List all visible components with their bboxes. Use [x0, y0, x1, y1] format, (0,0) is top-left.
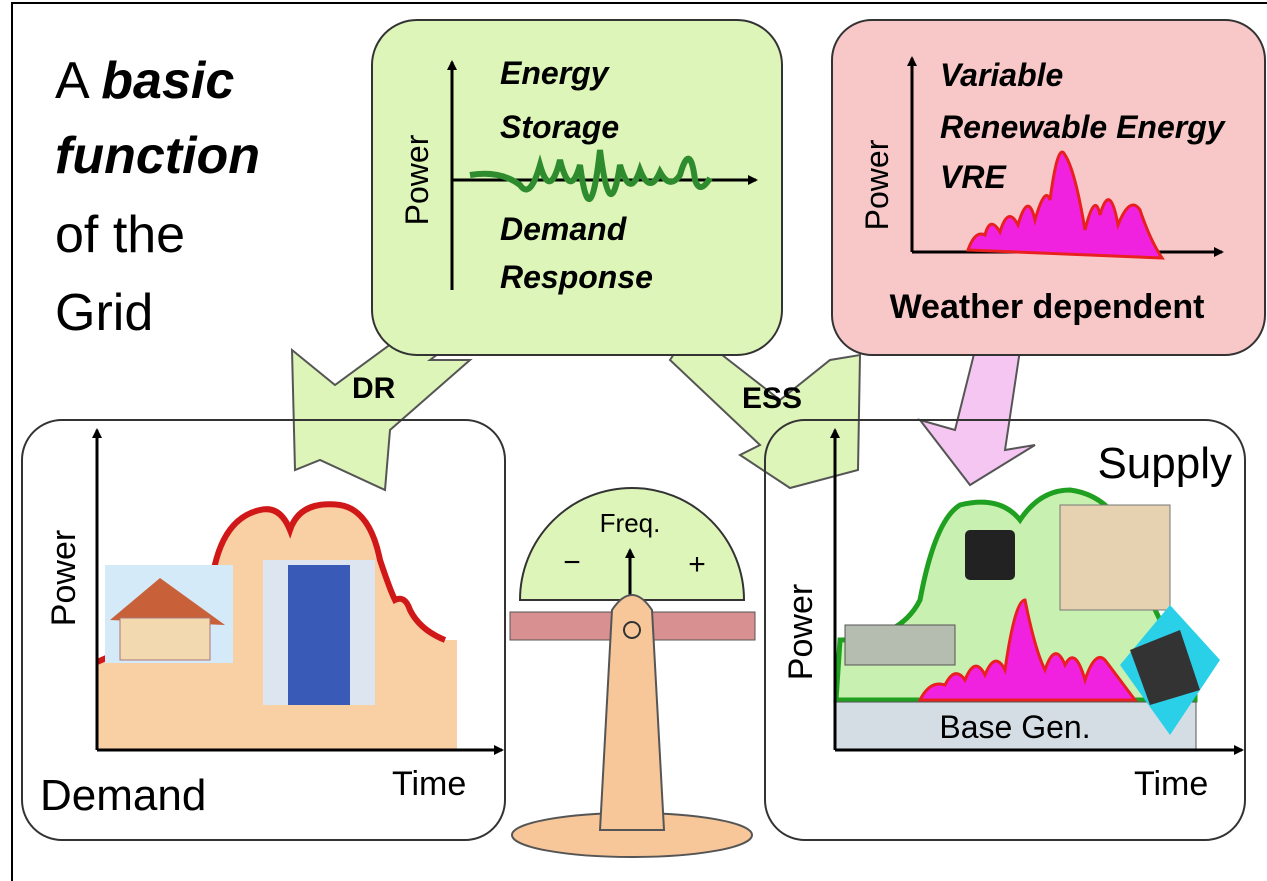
storage-text: Storage — [500, 109, 619, 145]
freq-plus: + — [688, 548, 706, 581]
axis-label: Power — [859, 139, 895, 230]
building — [288, 565, 350, 705]
power-plant — [845, 625, 955, 665]
freq-label: Freq. — [600, 508, 661, 538]
axis-label: Power — [782, 584, 820, 680]
diagram: A basic function of the Grid DR ESS Powe… — [0, 0, 1267, 881]
axis-label: Power — [399, 134, 435, 225]
house-wall — [120, 618, 210, 660]
vre-text: VRE — [940, 159, 1007, 195]
time-label: Time — [392, 765, 466, 803]
freq-minus: − — [563, 546, 581, 579]
axis-label: Power — [45, 530, 83, 626]
base-label: Base Gen. — [939, 709, 1090, 745]
body: A basic function of the Grid DR ESS Powe… — [0, 0, 1267, 881]
dr-label: DR — [352, 372, 396, 405]
time-label: Time — [1134, 765, 1208, 803]
storage-text: Energy — [500, 55, 611, 91]
vre-text: Renewable Energy — [940, 109, 1227, 145]
storage-text: Response — [500, 259, 653, 295]
battery — [965, 530, 1015, 580]
page: Grid balance diagram {"title": {"line1_p… — [0, 0, 1267, 881]
title-plain: A — [55, 52, 90, 110]
storage-text: Demand — [500, 211, 628, 247]
title-line: Grid — [55, 284, 153, 342]
vre-text: Variable — [940, 57, 1063, 93]
title-line: function — [55, 127, 260, 185]
title-emph: basic — [101, 52, 234, 110]
title-line: of the — [55, 206, 185, 264]
dam — [1060, 505, 1170, 610]
demand-caption: Demand — [40, 771, 206, 820]
vre-caption: Weather dependent — [890, 288, 1205, 326]
supply-caption: Supply — [1097, 439, 1232, 488]
title-line: A basic — [55, 52, 234, 110]
ess-label: ESS — [742, 382, 802, 415]
